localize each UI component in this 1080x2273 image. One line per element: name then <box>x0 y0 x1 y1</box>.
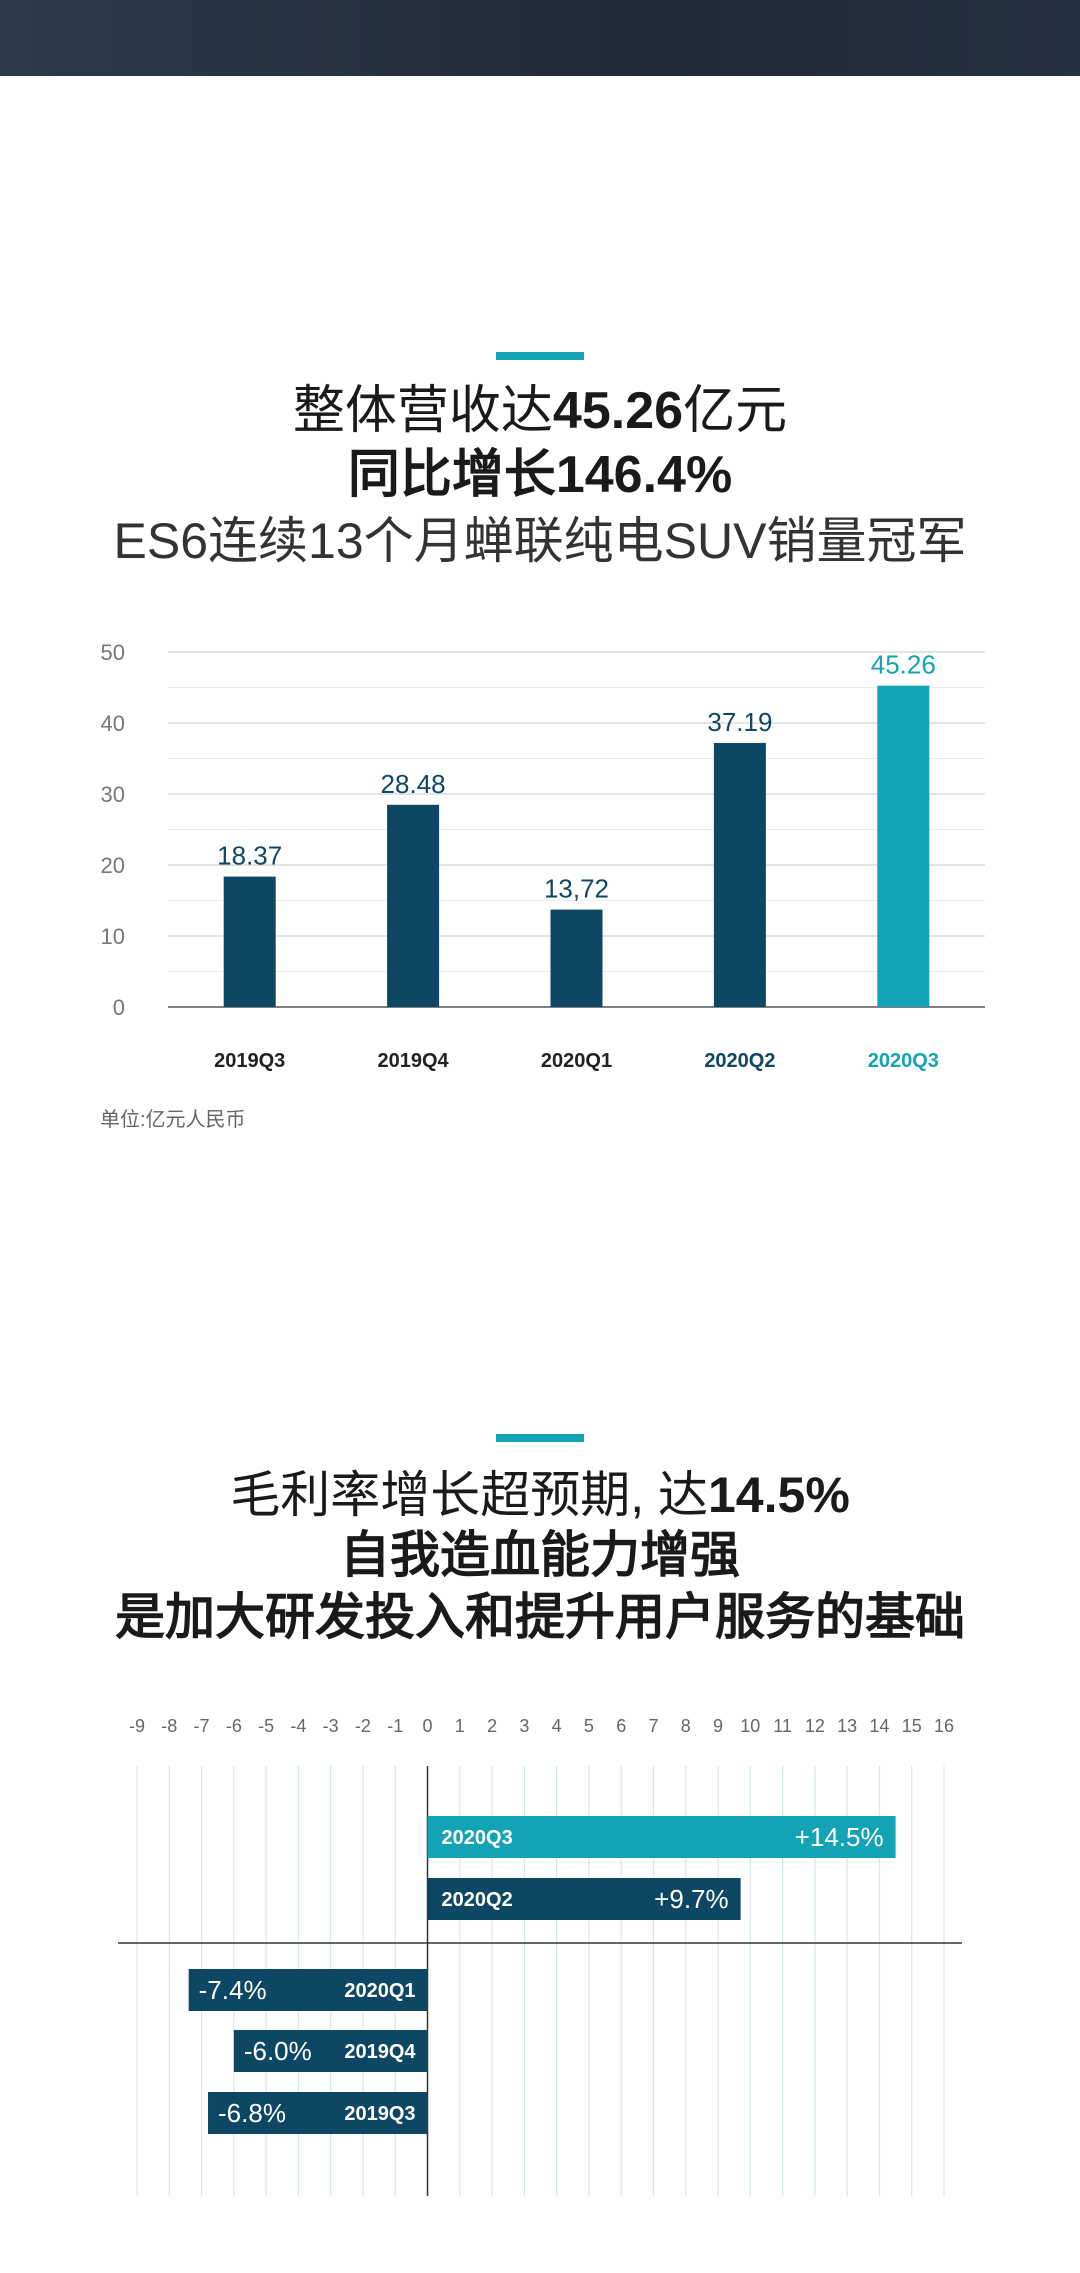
value-label: 45.26 <box>871 650 936 680</box>
x-tick-label: -3 <box>323 1716 339 1736</box>
x-tick-label: -4 <box>290 1716 306 1736</box>
category-label: 2020Q1 <box>344 1980 415 2002</box>
x-tick-label: 1 <box>455 1716 465 1736</box>
x-tick-label: 0 <box>423 1716 433 1736</box>
accent-line-1 <box>496 352 584 360</box>
revenue-bar-chart: 0 10 20 30 40 50 18.37 2019Q3 28.48 2019Q4 13,72 20… <box>101 640 985 1072</box>
bar <box>387 804 440 1007</box>
category-label: 2019Q4 <box>344 2041 416 2063</box>
x-tick-label: 6 <box>616 1716 626 1736</box>
es6-headline: ES6连续13个月蝉联纯电SUV销量冠军 <box>113 513 967 569</box>
x-tick-label: 2019Q3 <box>214 1050 285 1072</box>
category-label: 2020Q2 <box>442 1889 513 1911</box>
x-tick-label: 2 <box>487 1716 497 1736</box>
revenue-headline: 整体营收达45.26亿元 <box>292 382 788 440</box>
x-tick-label: 14 <box>869 1716 889 1736</box>
y-tick-label: 30 <box>101 782 125 807</box>
y-tick-label: 50 <box>101 640 125 665</box>
bar <box>208 2092 428 2134</box>
value-label: 37.19 <box>707 707 772 737</box>
bar <box>550 909 603 1007</box>
value-label: 13,72 <box>544 874 609 904</box>
x-tick-label: 9 <box>713 1716 723 1736</box>
x-tick-label: 13 <box>837 1716 857 1736</box>
value-label: -7.4% <box>199 1975 267 2005</box>
x-tick-label: 8 <box>681 1716 691 1736</box>
growth-headline: 同比增长146.4% <box>347 446 733 504</box>
value-label: +14.5% <box>795 1822 884 1852</box>
y-tick-label: 20 <box>101 853 125 878</box>
x-tick-label: 2020Q3 <box>868 1050 939 1072</box>
bar <box>188 1969 428 2011</box>
x-tick-label: 2019Q4 <box>378 1050 450 1072</box>
margin-value: 14.5% <box>708 1467 850 1523</box>
x-tick-label: 4 <box>552 1716 562 1736</box>
x-tick-label: 7 <box>648 1716 658 1736</box>
x-tick-label: 16 <box>934 1716 954 1736</box>
selfsustain-headline: 自我造血能力增强 <box>340 1527 740 1583</box>
x-tick-label: 2020Q2 <box>704 1050 775 1072</box>
bar <box>223 876 276 1007</box>
x-tick-label: 12 <box>805 1716 825 1736</box>
gross-margin-chart: -9 -8 -7 -6 -5 -4 -3 -2 -1 0 1 2 3 4 5 6 7 8 9 10 11 12 13 14 15… <box>118 1716 962 2196</box>
bar <box>233 2030 428 2072</box>
x-tick-label: -5 <box>258 1716 274 1736</box>
accent-line-2 <box>496 1434 584 1442</box>
header-banner <box>0 0 1080 76</box>
bar <box>427 1878 741 1920</box>
margin-headline: 毛利率增长超预期, 达14.5% <box>230 1467 850 1523</box>
bar <box>427 1816 896 1858</box>
x-tick-label: -1 <box>387 1716 403 1736</box>
x-tick-label: -2 <box>355 1716 371 1736</box>
x-tick-label: 2020Q1 <box>541 1050 612 1072</box>
revenue-value: 45.26 <box>552 382 684 440</box>
value-label: -6.0% <box>244 2036 312 2066</box>
category-label: 2019Q3 <box>344 2103 415 2125</box>
y-tick-label: 40 <box>101 711 125 736</box>
category-label: 2020Q3 <box>442 1827 513 1849</box>
value-label: +9.7% <box>654 1884 728 1914</box>
value-label: 28.48 <box>381 769 446 799</box>
bar <box>713 742 766 1007</box>
x-tick-label: 3 <box>519 1716 529 1736</box>
y-tick-label: 0 <box>113 995 125 1020</box>
bar <box>877 685 930 1007</box>
value-label: 18.37 <box>217 841 282 871</box>
x-tick-label: -9 <box>129 1716 145 1736</box>
x-tick-label: -7 <box>194 1716 210 1736</box>
x-tick-label: 11 <box>773 1716 792 1736</box>
x-tick-label: 15 <box>902 1716 922 1736</box>
x-tick-label: -8 <box>161 1716 177 1736</box>
y-tick-label: 10 <box>101 924 125 949</box>
foundation-headline: 是加大研发投入和提升用户服务的基础 <box>115 1589 965 1645</box>
unit-label: 单位:亿元人民币 <box>100 1109 246 1131</box>
value-label: -6.8% <box>218 2098 286 2128</box>
x-tick-label: 10 <box>740 1716 760 1736</box>
x-tick-label: -6 <box>226 1716 242 1736</box>
x-tick-label: 5 <box>584 1716 594 1736</box>
